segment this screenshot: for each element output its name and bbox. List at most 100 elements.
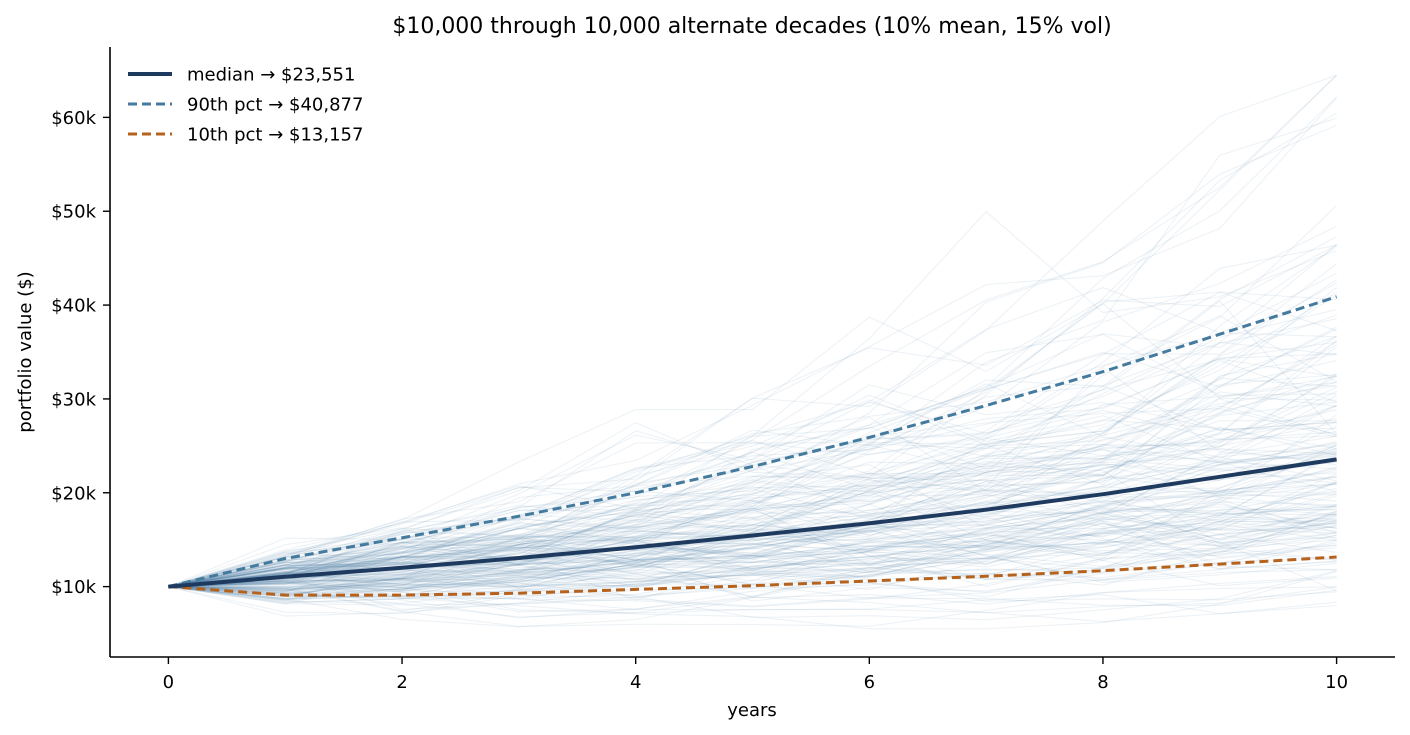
simulated-path bbox=[168, 481, 1337, 588]
simulated-path bbox=[168, 428, 1337, 588]
simulated-path bbox=[168, 398, 1337, 588]
simulated-path bbox=[168, 532, 1337, 588]
simulated-path bbox=[168, 459, 1337, 588]
simulated-path bbox=[168, 74, 1337, 588]
simulated-path bbox=[168, 394, 1337, 588]
legend-label: median → $23,551 bbox=[187, 65, 355, 86]
simulated-path bbox=[168, 493, 1337, 588]
simulated-path bbox=[168, 418, 1337, 588]
simulated-path bbox=[168, 408, 1337, 597]
series-line-median bbox=[168, 457, 1337, 589]
simulated-path bbox=[168, 236, 1337, 588]
simulated-path bbox=[168, 341, 1337, 588]
simulated-path bbox=[168, 505, 1337, 604]
axes: 0 2 4 6 8 10 $10k $20k $30k $40k $50k $60k bbox=[51, 47, 1395, 693]
simulated-path bbox=[168, 436, 1337, 588]
simulated-path bbox=[168, 509, 1337, 588]
simulated-path bbox=[168, 567, 1337, 588]
simulated-path bbox=[168, 516, 1337, 588]
simulated-path bbox=[168, 210, 1337, 588]
simulated-path bbox=[168, 458, 1337, 588]
simulated-path bbox=[168, 500, 1337, 591]
simulated-path bbox=[168, 448, 1337, 588]
simulated-path bbox=[168, 508, 1337, 594]
simulated-path bbox=[168, 97, 1338, 588]
simulated-path bbox=[168, 314, 1337, 588]
simulated-path bbox=[168, 205, 1337, 592]
simulated-path bbox=[168, 441, 1337, 588]
simulated-path bbox=[168, 286, 1337, 594]
x-tick-label: 6 bbox=[864, 672, 875, 693]
simulated-path bbox=[168, 374, 1337, 588]
simulated-path bbox=[168, 506, 1337, 588]
simulated-path bbox=[168, 74, 1337, 588]
simulated-path bbox=[168, 511, 1337, 601]
series-line-p10 bbox=[168, 555, 1337, 597]
simulated-path bbox=[168, 494, 1337, 592]
simulated-path bbox=[168, 384, 1337, 588]
simulated-path bbox=[168, 444, 1337, 588]
simulated-path bbox=[168, 473, 1337, 598]
simulated-path bbox=[168, 513, 1337, 588]
y-tick-label: $50k bbox=[51, 202, 96, 223]
y-tick-label: $40k bbox=[51, 296, 96, 317]
x-axis-title: years bbox=[727, 700, 777, 721]
simulated-path bbox=[168, 521, 1337, 600]
x-tick-label: 10 bbox=[1325, 672, 1348, 693]
simulated-path bbox=[168, 303, 1337, 588]
simulated-path bbox=[168, 450, 1337, 612]
simulated-path bbox=[168, 513, 1337, 588]
simulated-path bbox=[168, 339, 1337, 588]
simulated-path bbox=[168, 550, 1337, 598]
simulated-path bbox=[168, 294, 1337, 588]
y-tick-label: $10k bbox=[51, 577, 96, 598]
simulated-path bbox=[168, 476, 1337, 588]
legend-label: 90th pct → $40,877 bbox=[187, 95, 363, 116]
simulated-path bbox=[168, 499, 1337, 617]
y-tick-label: $60k bbox=[51, 108, 96, 129]
simulated-path bbox=[168, 490, 1337, 588]
simulated-path bbox=[168, 377, 1337, 594]
simulated-path bbox=[168, 501, 1337, 599]
simulated-path bbox=[168, 513, 1337, 597]
simulated-path bbox=[168, 518, 1337, 605]
simulated-path bbox=[168, 401, 1337, 588]
x-tick-label: 0 bbox=[163, 672, 174, 693]
simulated-path bbox=[168, 96, 1337, 588]
simulated-path bbox=[168, 456, 1337, 588]
simulated-path bbox=[168, 586, 1337, 615]
simulated-path bbox=[168, 542, 1337, 588]
simulated-path bbox=[168, 464, 1337, 588]
simulated-path bbox=[168, 414, 1337, 591]
simulated-path bbox=[168, 534, 1337, 590]
simulated-path bbox=[168, 546, 1337, 619]
simulated-path bbox=[168, 523, 1337, 601]
simulated-path bbox=[168, 335, 1337, 588]
simulated-path bbox=[168, 539, 1337, 610]
simulated-path bbox=[168, 519, 1337, 588]
simulated-path bbox=[168, 522, 1337, 592]
simulated-path bbox=[168, 522, 1337, 594]
simulated-path bbox=[168, 344, 1337, 592]
simulated-path bbox=[168, 445, 1337, 595]
simulated-path bbox=[168, 395, 1337, 588]
series-line-p90 bbox=[168, 295, 1338, 589]
simulated-path bbox=[168, 501, 1337, 588]
simulated-path bbox=[168, 516, 1337, 590]
simulated-path bbox=[168, 583, 1337, 606]
simulated-path bbox=[168, 326, 1337, 588]
simulated-path bbox=[168, 545, 1337, 602]
simulated-path bbox=[168, 425, 1337, 588]
simulated-path bbox=[168, 518, 1337, 606]
simulated-path bbox=[168, 391, 1337, 588]
simulated-path bbox=[168, 528, 1337, 596]
simulated-path bbox=[168, 409, 1337, 588]
simulated-path bbox=[168, 499, 1337, 593]
simulated-path bbox=[168, 385, 1337, 588]
simulated-path bbox=[168, 272, 1337, 588]
simulated-path bbox=[168, 523, 1337, 588]
simulated-path bbox=[168, 373, 1337, 588]
simulated-path bbox=[168, 448, 1337, 588]
simulated-path bbox=[168, 452, 1337, 589]
